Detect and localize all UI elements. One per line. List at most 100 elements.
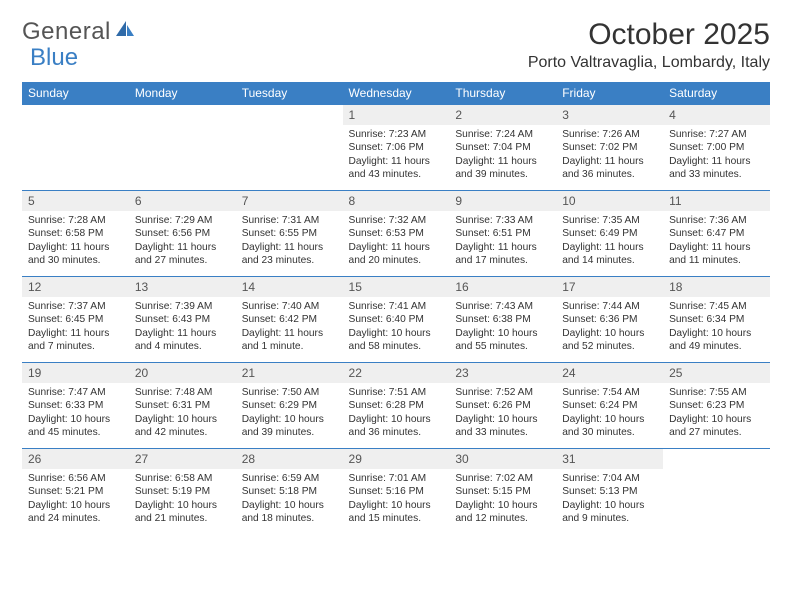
day-number: 29 [343,449,450,469]
day-d2: and 21 minutes. [135,512,230,525]
day-number: 3 [556,105,663,125]
day-sunset: Sunset: 7:04 PM [455,141,550,154]
day-details: Sunrise: 7:51 AMSunset: 6:28 PMDaylight:… [343,383,450,443]
calendar-week-row: 1Sunrise: 7:23 AMSunset: 7:06 PMDaylight… [22,105,770,191]
day-details: Sunrise: 7:52 AMSunset: 6:26 PMDaylight:… [449,383,556,443]
logo: General [22,18,137,46]
day-sunrise: Sunrise: 7:32 AM [349,214,444,227]
day-d1: Daylight: 11 hours [349,155,444,168]
day-d2: and 17 minutes. [455,254,550,267]
day-details: Sunrise: 7:23 AMSunset: 7:06 PMDaylight:… [343,125,450,185]
weekday-header: Saturday [663,82,770,105]
calendar-cell: 14Sunrise: 7:40 AMSunset: 6:42 PMDayligh… [236,277,343,363]
calendar-cell: 27Sunrise: 6:58 AMSunset: 5:19 PMDayligh… [129,449,236,535]
day-d1: Daylight: 10 hours [562,499,657,512]
day-details: Sunrise: 7:54 AMSunset: 6:24 PMDaylight:… [556,383,663,443]
day-sunset: Sunset: 6:34 PM [669,313,764,326]
day-sunset: Sunset: 6:33 PM [28,399,123,412]
day-sunset: Sunset: 6:26 PM [455,399,550,412]
day-sunset: Sunset: 5:13 PM [562,485,657,498]
day-sunrise: Sunrise: 7:23 AM [349,128,444,141]
day-d2: and 45 minutes. [28,426,123,439]
day-sunrise: Sunrise: 7:27 AM [669,128,764,141]
calendar-cell: 9Sunrise: 7:33 AMSunset: 6:51 PMDaylight… [449,191,556,277]
day-number: 26 [22,449,129,469]
day-number: 8 [343,191,450,211]
day-details: Sunrise: 7:48 AMSunset: 6:31 PMDaylight:… [129,383,236,443]
day-sunrise: Sunrise: 7:02 AM [455,472,550,485]
calendar-cell: 16Sunrise: 7:43 AMSunset: 6:38 PMDayligh… [449,277,556,363]
day-sunset: Sunset: 6:42 PM [242,313,337,326]
day-number: 31 [556,449,663,469]
day-number: 17 [556,277,663,297]
day-sunrise: Sunrise: 7:31 AM [242,214,337,227]
day-sunset: Sunset: 6:38 PM [455,313,550,326]
day-number: 14 [236,277,343,297]
day-d1: Daylight: 11 hours [562,241,657,254]
calendar-cell: 17Sunrise: 7:44 AMSunset: 6:36 PMDayligh… [556,277,663,363]
day-d1: Daylight: 10 hours [562,413,657,426]
calendar-cell: 3Sunrise: 7:26 AMSunset: 7:02 PMDaylight… [556,105,663,191]
day-details: Sunrise: 7:04 AMSunset: 5:13 PMDaylight:… [556,469,663,529]
day-d1: Daylight: 11 hours [455,155,550,168]
day-number: 6 [129,191,236,211]
day-details: Sunrise: 7:27 AMSunset: 7:00 PMDaylight:… [663,125,770,185]
logo-word-blue: Blue [30,44,78,72]
weekday-header: Thursday [449,82,556,105]
day-d1: Daylight: 11 hours [242,327,337,340]
day-d1: Daylight: 10 hours [349,499,444,512]
day-sunrise: Sunrise: 7:29 AM [135,214,230,227]
day-d1: Daylight: 11 hours [242,241,337,254]
day-d2: and 23 minutes. [242,254,337,267]
day-number: 11 [663,191,770,211]
day-d2: and 27 minutes. [135,254,230,267]
weekday-header: Wednesday [343,82,450,105]
calendar-cell [129,105,236,191]
day-number: 19 [22,363,129,383]
day-sunset: Sunset: 6:55 PM [242,227,337,240]
calendar-cell: 18Sunrise: 7:45 AMSunset: 6:34 PMDayligh… [663,277,770,363]
day-d2: and 36 minutes. [562,168,657,181]
day-number: 23 [449,363,556,383]
day-d1: Daylight: 11 hours [455,241,550,254]
day-d2: and 55 minutes. [455,340,550,353]
day-number [236,105,343,125]
calendar-cell: 15Sunrise: 7:41 AMSunset: 6:40 PMDayligh… [343,277,450,363]
day-sunrise: Sunrise: 7:47 AM [28,386,123,399]
calendar-cell: 23Sunrise: 7:52 AMSunset: 6:26 PMDayligh… [449,363,556,449]
day-d1: Daylight: 10 hours [135,413,230,426]
day-sunrise: Sunrise: 7:35 AM [562,214,657,227]
day-sunrise: Sunrise: 7:01 AM [349,472,444,485]
day-d2: and 9 minutes. [562,512,657,525]
day-details: Sunrise: 7:29 AMSunset: 6:56 PMDaylight:… [129,211,236,271]
sail-icon [111,18,137,46]
day-d2: and 4 minutes. [135,340,230,353]
day-number: 27 [129,449,236,469]
day-number: 2 [449,105,556,125]
calendar-cell: 21Sunrise: 7:50 AMSunset: 6:29 PMDayligh… [236,363,343,449]
day-sunset: Sunset: 6:49 PM [562,227,657,240]
day-details: Sunrise: 6:59 AMSunset: 5:18 PMDaylight:… [236,469,343,529]
calendar-cell: 6Sunrise: 7:29 AMSunset: 6:56 PMDaylight… [129,191,236,277]
day-d1: Daylight: 11 hours [669,155,764,168]
calendar-cell: 19Sunrise: 7:47 AMSunset: 6:33 PMDayligh… [22,363,129,449]
calendar-cell: 28Sunrise: 6:59 AMSunset: 5:18 PMDayligh… [236,449,343,535]
day-d2: and 1 minute. [242,340,337,353]
day-d2: and 43 minutes. [349,168,444,181]
day-details: Sunrise: 7:39 AMSunset: 6:43 PMDaylight:… [129,297,236,357]
day-sunrise: Sunrise: 7:41 AM [349,300,444,313]
day-sunset: Sunset: 6:28 PM [349,399,444,412]
calendar-cell: 11Sunrise: 7:36 AMSunset: 6:47 PMDayligh… [663,191,770,277]
day-details: Sunrise: 7:36 AMSunset: 6:47 PMDaylight:… [663,211,770,271]
day-number: 10 [556,191,663,211]
day-d2: and 11 minutes. [669,254,764,267]
day-d1: Daylight: 10 hours [135,499,230,512]
calendar-cell [663,449,770,535]
day-number [22,105,129,125]
day-number: 12 [22,277,129,297]
day-sunset: Sunset: 6:58 PM [28,227,123,240]
day-details: Sunrise: 7:02 AMSunset: 5:15 PMDaylight:… [449,469,556,529]
day-number: 1 [343,105,450,125]
day-details: Sunrise: 7:33 AMSunset: 6:51 PMDaylight:… [449,211,556,271]
day-sunrise: Sunrise: 7:52 AM [455,386,550,399]
